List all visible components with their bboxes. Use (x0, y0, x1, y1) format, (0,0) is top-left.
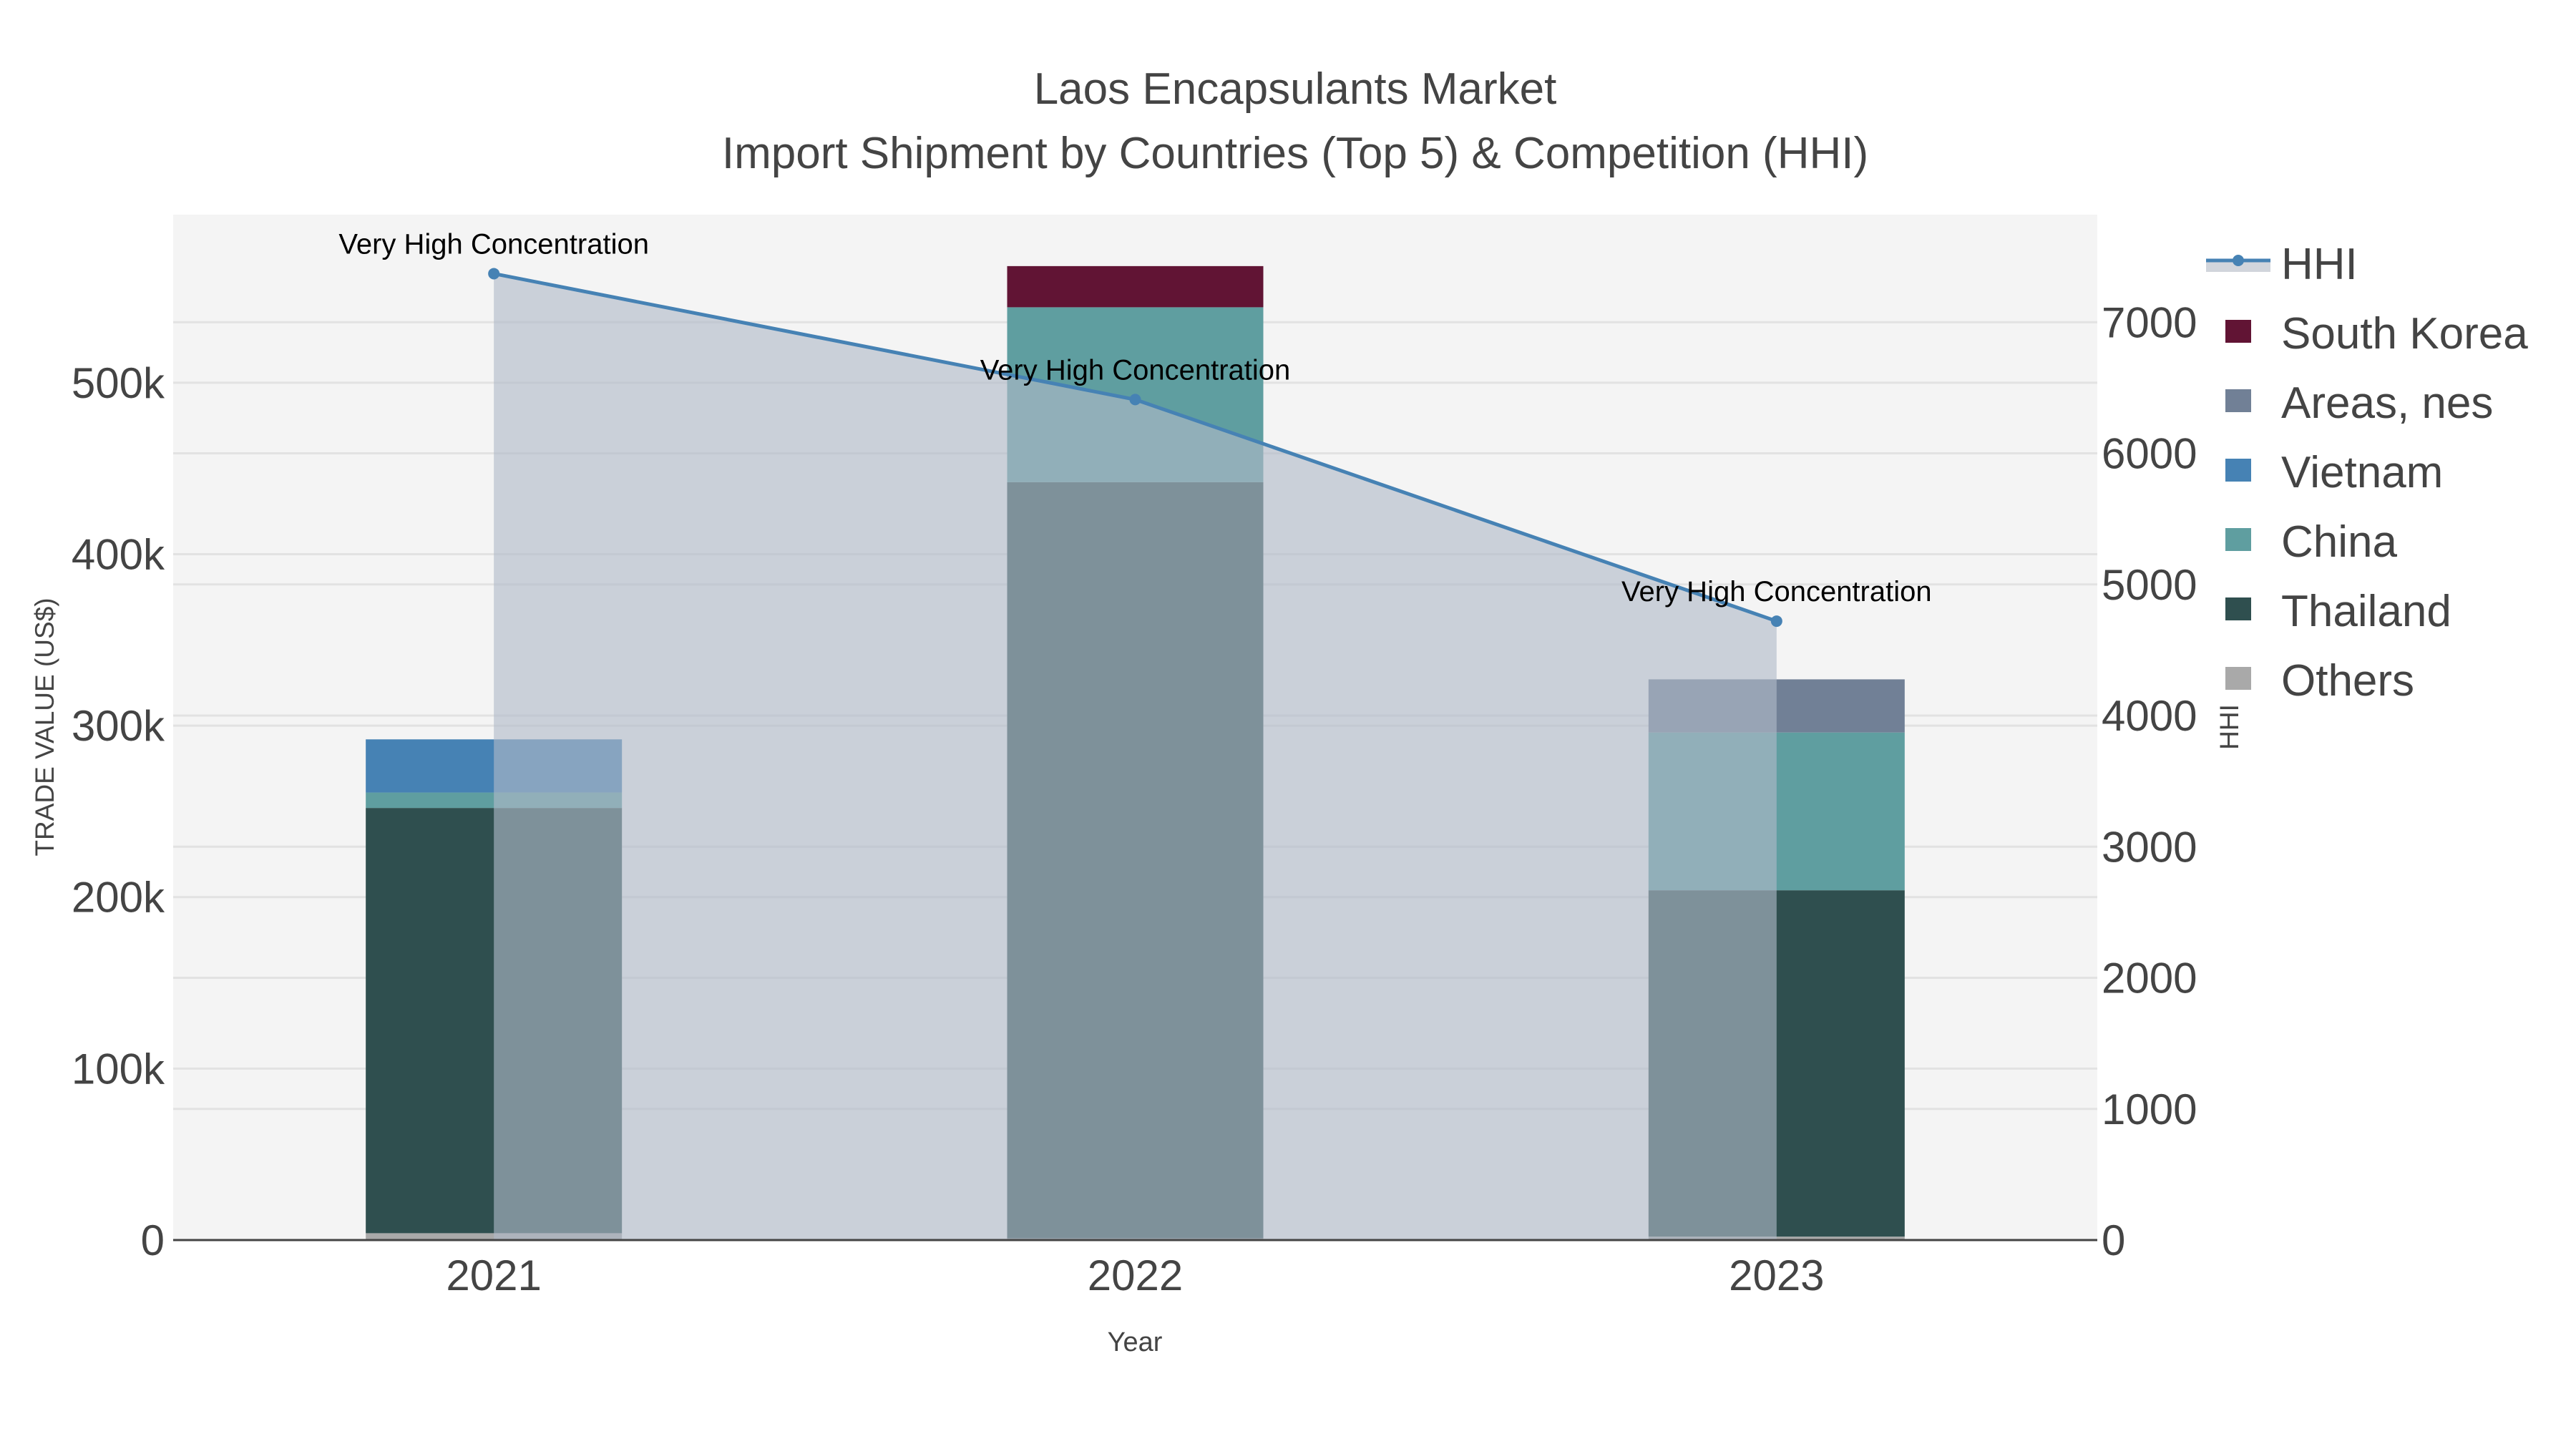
chart-title: Laos Encapsulants Market (1034, 64, 1557, 114)
y2-tick-label: 1000 (2102, 1085, 2197, 1133)
y-tick-label: 300k (72, 702, 165, 750)
x-axis-ticks: 2021 2022 2023 (446, 1252, 1824, 1299)
legend-label-areas-nes: Areas, nes (2281, 379, 2493, 428)
hhi-annotation: Very High Concentration (980, 354, 1291, 386)
x-tick-label: 2022 (1088, 1252, 1183, 1299)
hhi-annotation: Very High Concentration (1621, 576, 1932, 608)
x-tick-label: 2021 (446, 1252, 541, 1299)
y-tick-label: 100k (72, 1045, 165, 1093)
y-tick-label: 0 (141, 1216, 165, 1264)
bar-south-korea-2022 (1007, 265, 1264, 308)
hhi-series: Very High Concentration Very High Concent… (338, 228, 1932, 1240)
legend-hhi-marker (2233, 255, 2244, 266)
y2-tick-label: 5000 (2102, 561, 2197, 609)
y2-tick-label: 4000 (2102, 692, 2197, 740)
y2-axis-title: HHI (2215, 704, 2244, 750)
hhi-point-2023 (1770, 615, 1782, 628)
x-tick-label: 2023 (1729, 1252, 1824, 1299)
legend-swatch-thailand (2225, 597, 2251, 620)
hhi-point-2021 (488, 268, 500, 280)
y2-tick-label: 2000 (2102, 955, 2197, 1002)
hhi-area (494, 273, 1777, 1240)
legend-label-others: Others (2281, 656, 2414, 706)
y-axis-ticks: 0 100k 200k 300k 400k 500k (72, 359, 165, 1264)
y2-tick-label: 7000 (2102, 298, 2197, 346)
y2-tick-label: 3000 (2102, 823, 2197, 871)
y2-axis-ticks: 0 1000 2000 3000 4000 5000 6000 7000 (2102, 298, 2197, 1264)
legend-swatch-areas-nes (2225, 389, 2251, 412)
y-axis-title: TRADE VALUE (US$) (30, 597, 59, 856)
bar-others-2021 (366, 1233, 623, 1240)
y-tick-label: 400k (72, 530, 165, 578)
legend-label-south-korea: South Korea (2281, 309, 2528, 358)
legend-label-china: China (2281, 517, 2398, 567)
legend-swatch-others (2225, 667, 2251, 690)
hhi-point-2022 (1129, 394, 1141, 406)
x-axis-title: Year (1108, 1327, 1163, 1357)
y2-tick-label: 6000 (2102, 430, 2197, 478)
chart-subtitle: Import Shipment by Countries (Top 5) & C… (722, 129, 1868, 178)
hhi-annotation: Very High Concentration (338, 228, 649, 260)
legend-swatch-south-korea (2225, 320, 2251, 343)
y2-tick-label: 0 (2102, 1216, 2125, 1264)
y-tick-label: 500k (72, 359, 165, 407)
legend: HHI South Korea Areas, nes Vietnam China Thai… (2206, 240, 2528, 706)
legend-swatch-china (2225, 528, 2251, 551)
y-tick-label: 200k (72, 874, 165, 922)
legend-label-hhi: HHI (2281, 240, 2358, 289)
legend-label-thailand: Thailand (2281, 587, 2451, 636)
legend-label-vietnam: Vietnam (2281, 448, 2443, 497)
legend-swatch-vietnam (2225, 459, 2251, 482)
